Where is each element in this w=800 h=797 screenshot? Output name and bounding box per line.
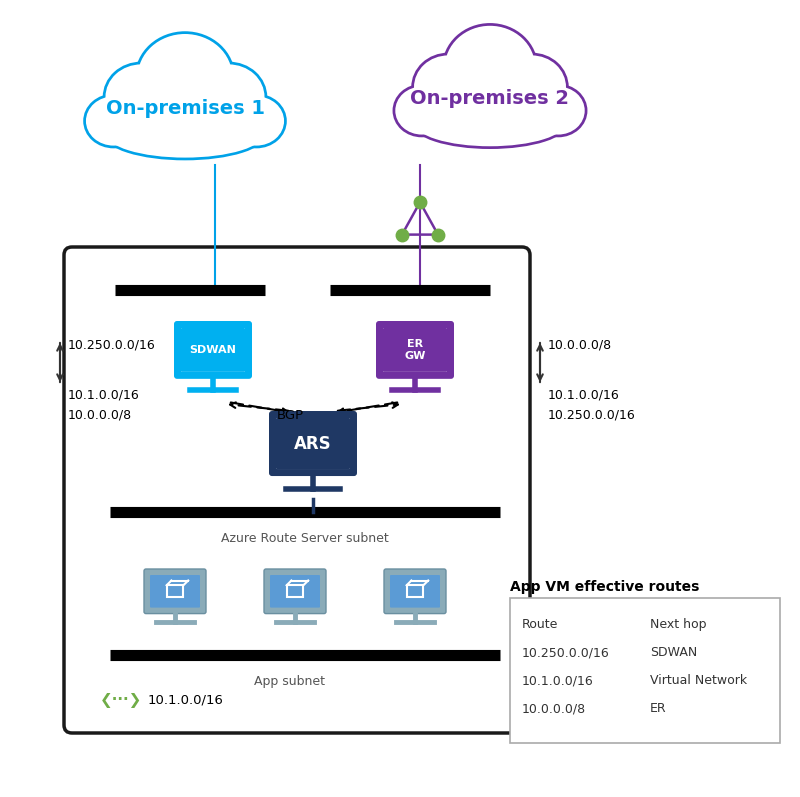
FancyBboxPatch shape [150,575,200,607]
Ellipse shape [192,64,266,131]
Ellipse shape [229,96,284,146]
Text: On-premises 1: On-premises 1 [106,99,265,117]
FancyBboxPatch shape [144,569,206,614]
Text: ER: ER [650,702,666,715]
Ellipse shape [137,33,234,121]
FancyBboxPatch shape [264,569,326,614]
Text: Next hop: Next hop [650,618,706,631]
Text: Virtual Network: Virtual Network [650,674,747,687]
Ellipse shape [105,108,266,159]
FancyBboxPatch shape [270,575,320,607]
Text: Route: Route [522,618,558,631]
Ellipse shape [86,96,142,146]
Text: App subnet: App subnet [254,675,326,688]
Ellipse shape [395,87,448,135]
Text: 10.250.0.0/16: 10.250.0.0/16 [548,409,636,422]
Ellipse shape [413,97,567,147]
Text: 10.250.0.0/16: 10.250.0.0/16 [522,646,610,659]
Text: 10.1.0.0/16: 10.1.0.0/16 [68,388,140,402]
FancyBboxPatch shape [181,328,245,372]
Text: Azure Route Server subnet: Azure Route Server subnet [221,532,389,545]
Text: 10.1.0.0/16: 10.1.0.0/16 [148,693,224,706]
Text: ❮···❯: ❮···❯ [100,693,142,708]
Ellipse shape [227,96,285,147]
Text: App VM effective routes: App VM effective routes [510,580,699,594]
FancyBboxPatch shape [269,411,357,476]
Text: On-premises 2: On-premises 2 [410,88,570,108]
Ellipse shape [106,108,265,158]
FancyBboxPatch shape [276,418,350,469]
Text: SDWAN: SDWAN [650,646,698,659]
FancyBboxPatch shape [384,569,446,614]
FancyBboxPatch shape [276,418,350,469]
Ellipse shape [413,54,483,120]
Ellipse shape [105,64,178,131]
FancyBboxPatch shape [174,321,252,379]
Ellipse shape [193,65,265,130]
Text: 10.0.0.0/8: 10.0.0.0/8 [522,702,586,715]
Ellipse shape [414,56,482,119]
Text: 10.0.0.0/8: 10.0.0.0/8 [548,339,612,351]
Ellipse shape [414,98,566,147]
Text: BGP: BGP [277,409,303,422]
FancyBboxPatch shape [383,328,447,372]
FancyBboxPatch shape [64,247,530,733]
Text: ARS: ARS [294,434,332,453]
FancyBboxPatch shape [181,328,245,372]
FancyBboxPatch shape [390,575,440,607]
FancyBboxPatch shape [510,598,780,743]
Ellipse shape [394,85,450,135]
Text: SDWAN: SDWAN [190,345,237,355]
Text: 10.250.0.0/16: 10.250.0.0/16 [68,339,156,351]
Ellipse shape [445,26,535,110]
Text: 10.1.0.0/16: 10.1.0.0/16 [522,674,594,687]
Text: 10.0.0.0/8: 10.0.0.0/8 [68,409,132,422]
Ellipse shape [497,54,567,120]
Ellipse shape [444,25,536,111]
Ellipse shape [138,34,232,120]
FancyBboxPatch shape [383,328,447,372]
FancyBboxPatch shape [376,321,454,379]
Ellipse shape [530,85,586,135]
Text: 10.1.0.0/16: 10.1.0.0/16 [548,388,620,402]
Ellipse shape [498,56,566,119]
Ellipse shape [532,87,585,135]
Ellipse shape [106,65,177,130]
Text: ER
GW: ER GW [404,339,426,361]
Ellipse shape [85,96,142,147]
